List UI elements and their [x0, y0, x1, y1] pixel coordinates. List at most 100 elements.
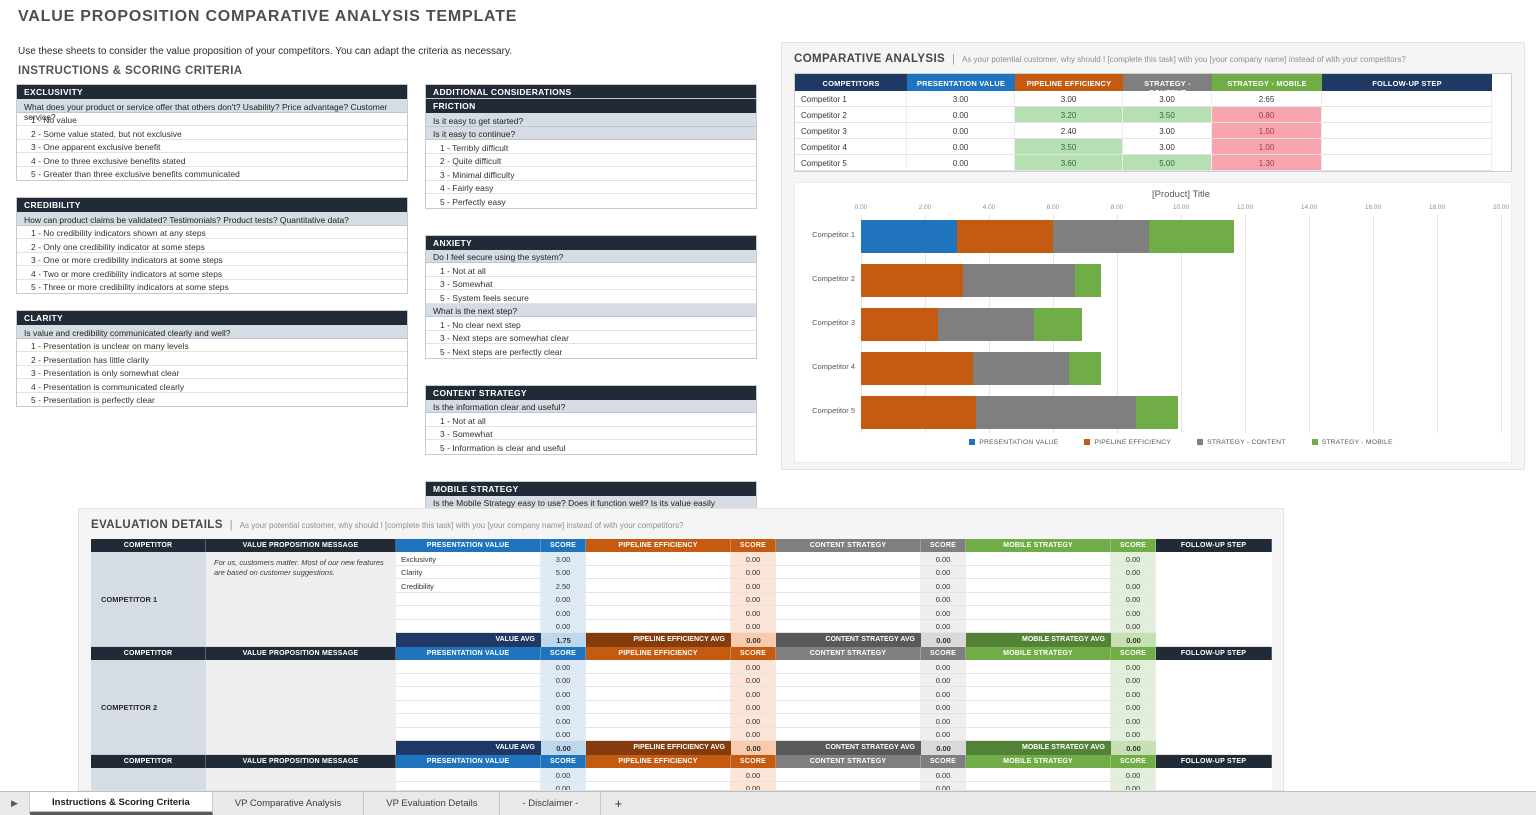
score-cell[interactable]: 0.00 — [921, 579, 966, 593]
followup-cell[interactable] — [1322, 123, 1492, 139]
criteria-item-cell[interactable] — [776, 606, 921, 620]
score-cell[interactable]: 5.00 — [541, 565, 586, 579]
criteria-item-cell[interactable] — [776, 673, 921, 687]
criteria-item-cell[interactable] — [966, 660, 1111, 674]
score-cell[interactable]: 0.80 — [1212, 107, 1322, 123]
criteria-item-cell[interactable] — [396, 606, 541, 620]
value-proposition-message-cell[interactable] — [206, 768, 396, 790]
criteria-item-cell[interactable] — [586, 579, 731, 593]
score-cell[interactable]: 0.00 — [907, 123, 1015, 139]
score-cell[interactable]: 0.00 — [541, 714, 586, 728]
tab-vp-evaluation-details[interactable]: VP Evaluation Details — [364, 792, 501, 815]
score-cell[interactable]: 0.00 — [921, 660, 966, 674]
criteria-item-cell[interactable] — [776, 565, 921, 579]
criteria-item-cell[interactable] — [776, 727, 921, 741]
score-cell[interactable]: 0.00 — [541, 606, 586, 620]
followup-cell[interactable] — [1322, 155, 1492, 171]
score-cell[interactable]: 0.00 — [731, 687, 776, 701]
criteria-item-cell[interactable] — [586, 700, 731, 714]
score-cell[interactable]: 0.00 — [921, 768, 966, 782]
competitor-label-cell[interactable]: COMPETITOR 1 — [91, 552, 206, 647]
competitor-label-cell[interactable] — [91, 768, 206, 790]
criteria-item-cell[interactable] — [966, 768, 1111, 782]
score-cell[interactable]: 0.00 — [731, 660, 776, 674]
score-cell[interactable]: 3.00 — [907, 91, 1015, 107]
criteria-item-cell[interactable] — [586, 565, 731, 579]
score-cell[interactable]: 0.00 — [921, 565, 966, 579]
score-cell[interactable]: 3.00 — [541, 552, 586, 566]
score-cell[interactable]: 0.00 — [731, 565, 776, 579]
score-cell[interactable]: 0.00 — [921, 552, 966, 566]
criteria-item-cell[interactable] — [396, 727, 541, 741]
criteria-item-cell[interactable] — [586, 552, 731, 566]
criteria-item-cell[interactable] — [396, 714, 541, 728]
criteria-item-cell[interactable] — [776, 700, 921, 714]
criteria-item-cell[interactable] — [586, 768, 731, 782]
competitor-name-cell[interactable]: Competitor 5 — [795, 155, 907, 171]
followup-cell[interactable] — [1322, 107, 1492, 123]
value-proposition-message-cell[interactable]: For us, customers matter. Most of our ne… — [206, 552, 396, 647]
score-cell[interactable]: 0.00 — [921, 727, 966, 741]
followup-cell[interactable] — [1322, 139, 1492, 155]
criteria-item-cell[interactable] — [776, 579, 921, 593]
score-cell[interactable]: 0.00 — [731, 727, 776, 741]
score-cell[interactable]: 0.00 — [1111, 606, 1156, 620]
score-cell[interactable]: 0.00 — [731, 592, 776, 606]
average-score-cell[interactable]: 0.00 — [1111, 741, 1156, 755]
score-cell[interactable]: 0.00 — [1111, 700, 1156, 714]
score-cell[interactable]: 0.00 — [1111, 579, 1156, 593]
value-proposition-message-cell[interactable] — [206, 660, 396, 755]
score-cell[interactable]: 0.00 — [731, 768, 776, 782]
criteria-item-cell[interactable] — [966, 592, 1111, 606]
competitor-name-cell[interactable]: Competitor 4 — [795, 139, 907, 155]
score-cell[interactable]: 0.00 — [921, 673, 966, 687]
criteria-item-cell[interactable] — [966, 673, 1111, 687]
criteria-item-cell[interactable] — [966, 714, 1111, 728]
competitor-label-cell[interactable]: COMPETITOR 2 — [91, 660, 206, 755]
competitor-name-cell[interactable]: Competitor 2 — [795, 107, 907, 123]
score-cell[interactable]: 0.00 — [921, 714, 966, 728]
followup-step-cell[interactable] — [1156, 552, 1272, 647]
score-cell[interactable]: 0.00 — [1111, 727, 1156, 741]
criteria-item-cell[interactable] — [396, 781, 541, 790]
score-cell[interactable]: 0.00 — [541, 687, 586, 701]
score-cell[interactable]: 0.00 — [1111, 781, 1156, 790]
criteria-item-cell[interactable] — [586, 619, 731, 633]
criteria-item-cell[interactable] — [966, 606, 1111, 620]
score-cell[interactable]: 0.00 — [541, 768, 586, 782]
average-score-cell[interactable]: 0.00 — [921, 633, 966, 647]
score-cell[interactable]: 0.00 — [731, 619, 776, 633]
score-cell[interactable]: 0.00 — [541, 673, 586, 687]
average-score-cell[interactable]: 0.00 — [541, 741, 586, 755]
average-score-cell[interactable]: 0.00 — [731, 633, 776, 647]
criteria-item-cell[interactable] — [396, 673, 541, 687]
score-cell[interactable]: 0.00 — [731, 606, 776, 620]
criteria-item-cell[interactable]: Clarity — [396, 565, 541, 579]
score-cell[interactable]: 3.50 — [1123, 107, 1212, 123]
score-cell[interactable]: 0.00 — [1111, 619, 1156, 633]
average-score-cell[interactable]: 0.00 — [1111, 633, 1156, 647]
score-cell[interactable]: 1.00 — [1212, 139, 1322, 155]
criteria-item-cell[interactable] — [396, 592, 541, 606]
score-cell[interactable]: 3.60 — [1015, 155, 1123, 171]
criteria-item-cell[interactable] — [776, 714, 921, 728]
criteria-item-cell[interactable] — [776, 781, 921, 790]
score-cell[interactable]: 0.00 — [541, 727, 586, 741]
score-cell[interactable]: 0.00 — [921, 619, 966, 633]
score-cell[interactable]: 0.00 — [921, 592, 966, 606]
criteria-item-cell[interactable] — [776, 660, 921, 674]
score-cell[interactable]: 2.50 — [541, 579, 586, 593]
score-cell[interactable]: 0.00 — [1111, 592, 1156, 606]
criteria-item-cell[interactable] — [586, 606, 731, 620]
score-cell[interactable]: 0.00 — [1111, 687, 1156, 701]
criteria-item-cell[interactable] — [966, 687, 1111, 701]
criteria-item-cell[interactable] — [966, 579, 1111, 593]
score-cell[interactable]: 3.00 — [1123, 139, 1212, 155]
score-cell[interactable]: 2.65 — [1212, 91, 1322, 107]
criteria-item-cell[interactable] — [966, 700, 1111, 714]
criteria-item-cell[interactable] — [396, 768, 541, 782]
score-cell[interactable]: 0.00 — [921, 781, 966, 790]
score-cell[interactable]: 0.00 — [541, 660, 586, 674]
criteria-item-cell[interactable] — [586, 714, 731, 728]
criteria-item-cell[interactable] — [396, 687, 541, 701]
